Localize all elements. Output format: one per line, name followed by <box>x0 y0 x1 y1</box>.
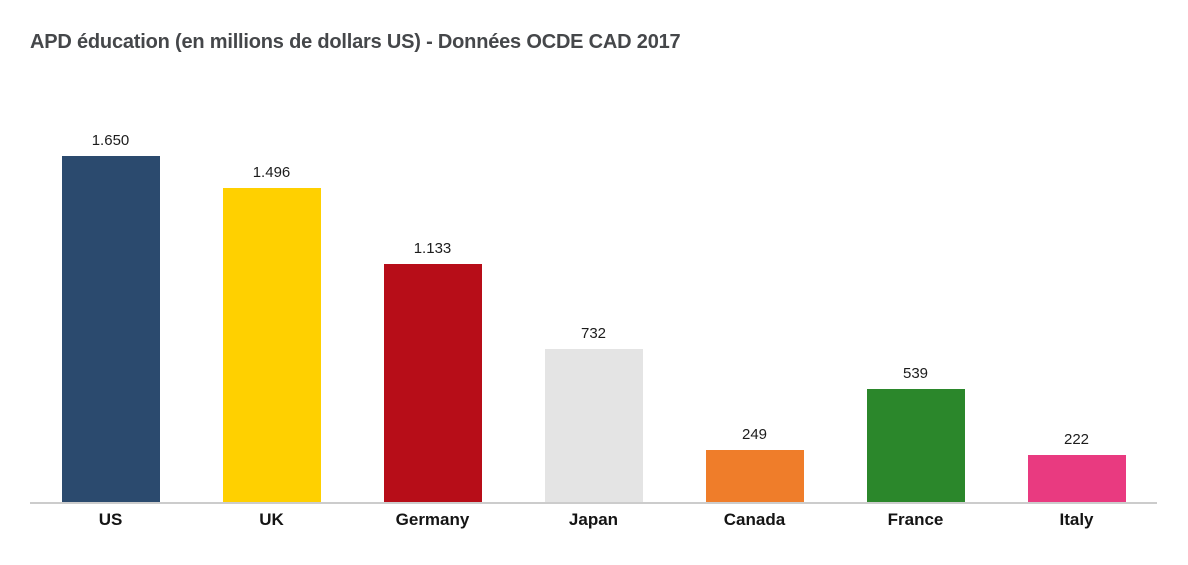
chart-title: APD éducation (en millions de dollars US… <box>30 31 681 53</box>
x-axis-line <box>30 502 1157 504</box>
bar-value-label-uk: 1.496 <box>252 164 291 181</box>
bar-canada <box>705 450 804 502</box>
category-label-us: US <box>98 510 123 529</box>
category-label-canada: Canada <box>723 510 786 529</box>
category-label-uk: UK <box>259 510 284 529</box>
bar-value-label-us: 1.650 <box>91 132 130 149</box>
bar-slot-japan: 732 <box>513 95 674 502</box>
category-label-italy: Italy <box>1059 510 1094 529</box>
bar-value-label-japan: 732 <box>580 325 607 342</box>
category-label-japan: Japan <box>568 510 619 529</box>
bar-uk <box>222 188 321 502</box>
bar-italy <box>1027 455 1126 502</box>
bar-value-label-italy: 222 <box>1063 431 1090 448</box>
bar-slot-us: 1.650 <box>30 95 191 502</box>
category-label-germany: Germany <box>395 510 470 529</box>
bar-value-label-canada: 249 <box>741 426 768 443</box>
bar-value-label-germany: 1.133 <box>413 240 452 257</box>
bar-slot-germany: 1.133 <box>352 95 513 502</box>
x-axis-category-labels: US UK Germany Japan Canada France Italy <box>30 509 1157 531</box>
bar-slot-italy: 222 <box>996 95 1157 502</box>
bar-germany <box>383 264 482 502</box>
bar-japan <box>544 349 643 502</box>
bar-chart-plot-area: 1.650 1.496 1.133 732 249 539 222 <box>30 95 1157 502</box>
bar-slot-france: 539 <box>835 95 996 502</box>
bar-slot-canada: 249 <box>674 95 835 502</box>
bar-us <box>61 156 160 502</box>
bar-value-label-france: 539 <box>902 365 929 382</box>
bar-france <box>866 389 965 502</box>
bar-slot-uk: 1.496 <box>191 95 352 502</box>
category-label-france: France <box>887 510 944 529</box>
